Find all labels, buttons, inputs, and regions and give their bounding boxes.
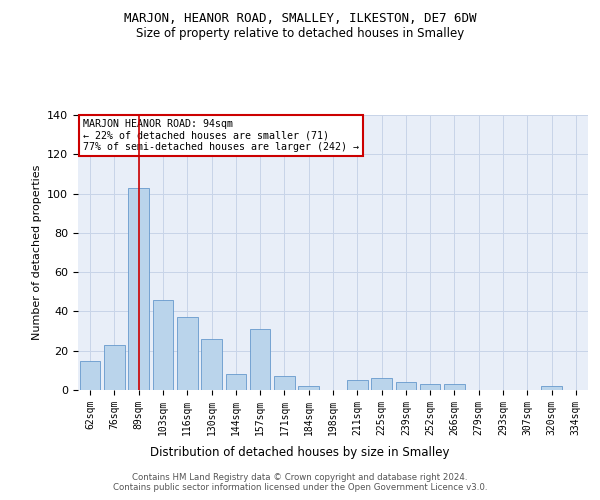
Bar [444, 384, 465, 390]
Text: MARJON HEANOR ROAD: 94sqm
← 22% of detached houses are smaller (71)
77% of semi-: MARJON HEANOR ROAD: 94sqm ← 22% of detac… [83, 119, 359, 152]
Bar [395, 382, 416, 390]
Bar [274, 376, 295, 390]
Bar [226, 374, 246, 390]
Bar [371, 378, 392, 390]
Bar [250, 329, 271, 390]
Bar [541, 386, 562, 390]
Text: MARJON, HEANOR ROAD, SMALLEY, ILKESTON, DE7 6DW: MARJON, HEANOR ROAD, SMALLEY, ILKESTON, … [124, 12, 476, 26]
Bar [201, 339, 222, 390]
Bar [347, 380, 368, 390]
Bar [128, 188, 149, 390]
Bar [177, 318, 197, 390]
Text: Distribution of detached houses by size in Smalley: Distribution of detached houses by size … [150, 446, 450, 459]
Text: Size of property relative to detached houses in Smalley: Size of property relative to detached ho… [136, 28, 464, 40]
Bar [298, 386, 319, 390]
Y-axis label: Number of detached properties: Number of detached properties [32, 165, 41, 340]
Text: Contains HM Land Registry data © Crown copyright and database right 2024.
Contai: Contains HM Land Registry data © Crown c… [113, 473, 487, 492]
Bar [420, 384, 440, 390]
Bar [104, 345, 125, 390]
Bar [152, 300, 173, 390]
Bar [80, 360, 100, 390]
